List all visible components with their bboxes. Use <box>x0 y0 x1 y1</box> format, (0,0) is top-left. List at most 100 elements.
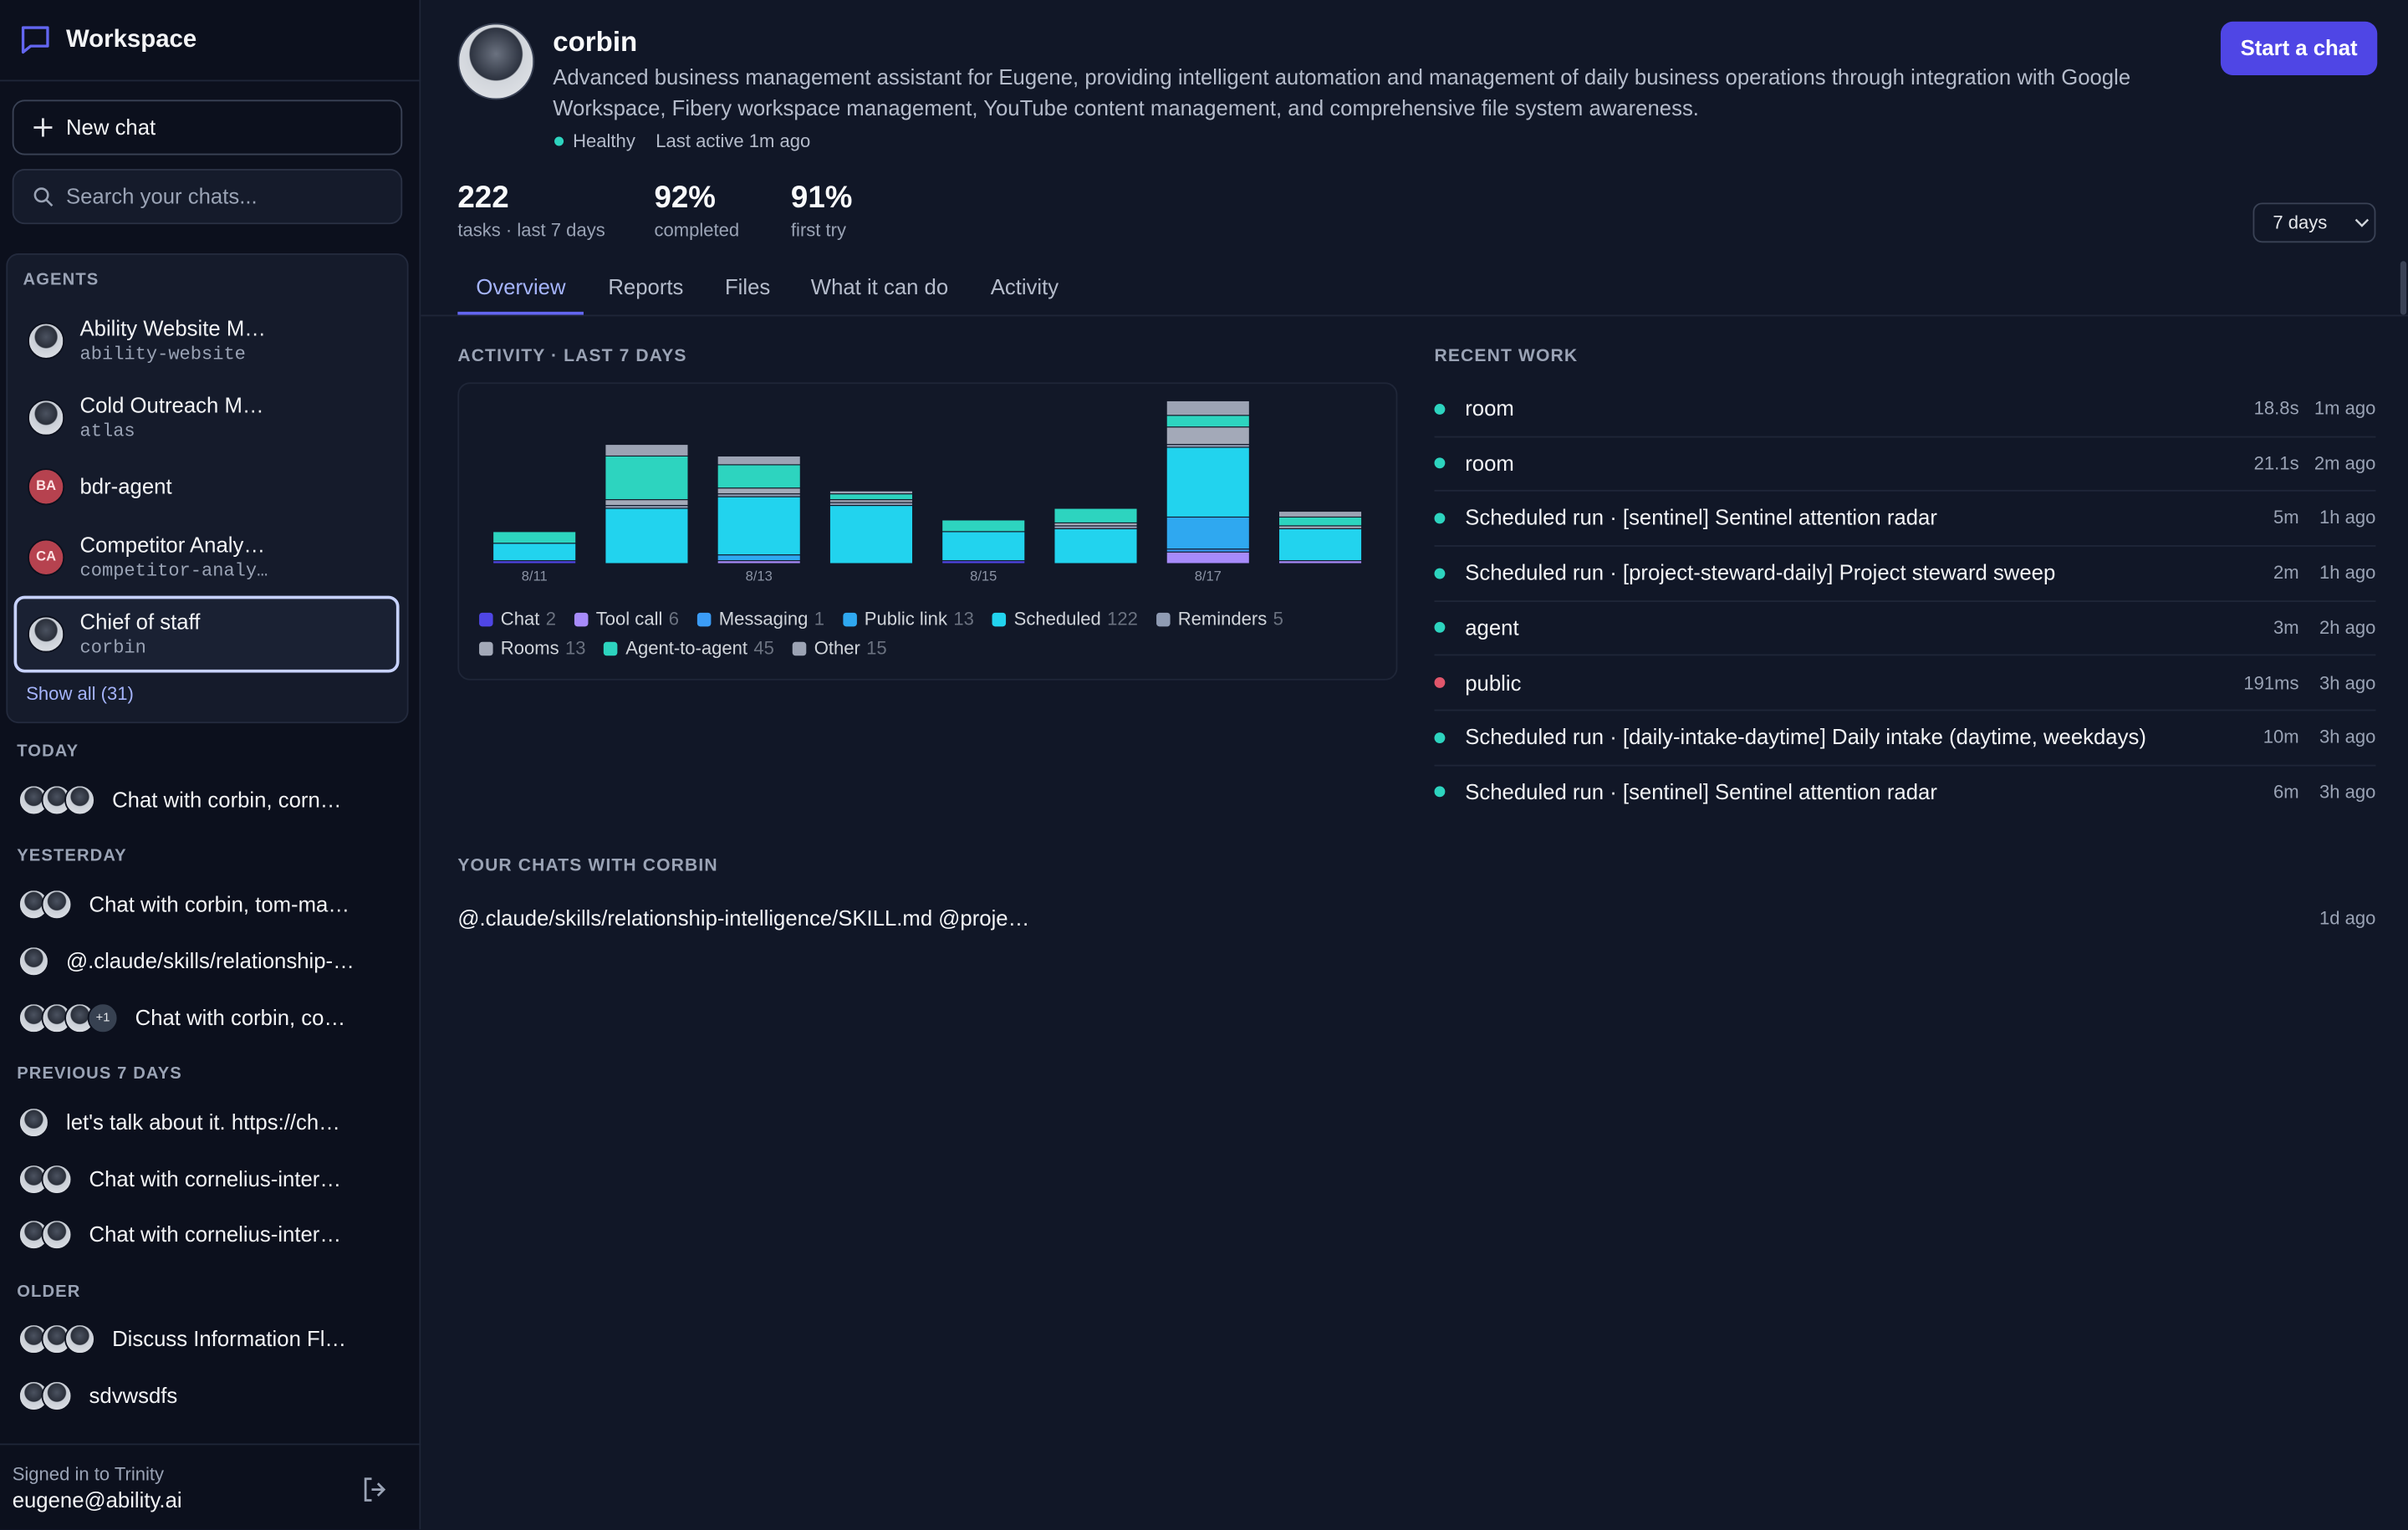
work-title[interactable]: Scheduled run · [sentinel] Sentinel atte… <box>1465 505 1937 530</box>
chat-title[interactable]: Chat with cornelius-inter… <box>89 1221 342 1247</box>
status-dot <box>1434 567 1446 579</box>
work-duration: 2m <box>2273 562 2299 584</box>
work-ago: 1m ago <box>2314 397 2376 420</box>
start-chat-button[interactable] <box>2220 21 2378 75</box>
new-chat-button[interactable] <box>12 99 403 156</box>
range-select-label[interactable]: 7 days <box>2273 212 2328 233</box>
last-active: Last active 1m ago <box>656 130 811 152</box>
legend-item: Scheduled 122 <box>992 608 1138 630</box>
legend-label: Reminders <box>1177 608 1268 630</box>
tab[interactable]: Files <box>724 274 771 299</box>
legend-total: 15 <box>866 637 887 659</box>
legend-item: Public link 13 <box>843 608 974 630</box>
bar-segment <box>941 519 1026 533</box>
status-dot <box>1434 677 1446 688</box>
avatar <box>41 1219 73 1251</box>
chat-title[interactable]: @.claude/skills/relationship-intelligenc… <box>457 905 1030 931</box>
bar-segment <box>492 543 577 562</box>
legend-item: Rooms 13 <box>479 637 585 659</box>
work-duration: 18.8s <box>2253 397 2299 420</box>
logout-icon[interactable] <box>361 1476 389 1503</box>
stat-label: tasks · last 7 days <box>457 219 605 242</box>
legend-item: Reminders 5 <box>1156 608 1283 630</box>
agent-name[interactable]: Chief of staff <box>79 609 201 634</box>
avatar <box>41 889 73 921</box>
stat-label: first try <box>790 219 847 242</box>
bar-segment <box>1166 446 1250 518</box>
bar-segment <box>605 455 689 501</box>
bar-segment <box>829 490 914 495</box>
legend-total: 122 <box>1107 608 1138 630</box>
status-dot <box>1434 622 1446 634</box>
legend-total: 1 <box>814 608 824 630</box>
agent-handle: ability-website <box>79 344 246 365</box>
main-avatar <box>457 23 535 100</box>
tab[interactable]: Reports <box>608 274 684 299</box>
chat-ago: 1d ago <box>2319 907 2376 929</box>
active-tab-underline <box>457 311 584 315</box>
avatar <box>64 784 95 816</box>
tab[interactable]: What it can do <box>810 274 949 299</box>
legend-swatch <box>479 640 493 655</box>
new-chat-label[interactable]: New chat <box>65 115 156 140</box>
legend-label: Tool call <box>595 608 663 630</box>
work-title[interactable]: Scheduled run · [sentinel] Sentinel atte… <box>1465 779 1937 804</box>
chat-title[interactable]: @.claude/skills/relationship-… <box>65 948 355 973</box>
row-divider <box>1434 764 2376 766</box>
work-title[interactable]: room <box>1465 450 1514 476</box>
agent-name[interactable]: bdr-agent <box>79 473 172 499</box>
your-chats-heading: YOUR CHATS WITH CORBIN <box>457 857 718 876</box>
tabs-divider <box>421 314 2408 317</box>
row-divider <box>1434 435 2376 437</box>
legend: Chat 2 Tool call 6 Messaging 1 Public link 13 Sc… <box>479 608 1377 659</box>
work-ago: 2h ago <box>2319 616 2376 639</box>
agent-name[interactable]: Ability Website M… <box>79 315 266 341</box>
legend-swatch <box>1156 611 1171 626</box>
chat-title[interactable]: Chat with corbin, co… <box>135 1005 346 1030</box>
legend-swatch <box>843 611 857 626</box>
show-all-link[interactable]: Show all (31) <box>26 682 134 705</box>
legend-label: Messaging <box>718 608 809 630</box>
chat-title[interactable]: Discuss Information Fl… <box>112 1326 347 1351</box>
work-title[interactable]: room <box>1465 395 1514 421</box>
status-dot <box>1434 457 1446 469</box>
search-icon <box>33 187 54 207</box>
row-divider <box>1434 544 2376 547</box>
range-select[interactable] <box>2252 202 2376 243</box>
legend-swatch <box>792 640 807 655</box>
legend-item: Messaging 1 <box>697 608 824 630</box>
work-duration: 191ms <box>2243 671 2299 693</box>
legend-swatch <box>697 611 712 626</box>
legend-total: 5 <box>1273 608 1283 630</box>
work-title[interactable]: Scheduled run · [daily-intake-daytime] D… <box>1465 724 2146 749</box>
status-dot <box>1434 787 1446 798</box>
row-divider <box>1434 654 2376 656</box>
legend-item: Other 15 <box>792 637 887 659</box>
bar-segment <box>941 531 1026 562</box>
agent-name[interactable]: Cold Outreach M… <box>79 392 264 417</box>
start-chat-label[interactable]: Start a chat <box>2240 35 2358 60</box>
agent-name[interactable]: Competitor Analy… <box>79 532 266 558</box>
avatar <box>41 1380 73 1411</box>
work-title[interactable]: Scheduled run · [project-steward-daily] … <box>1465 559 2056 585</box>
search-box[interactable] <box>12 169 403 225</box>
chat-title[interactable]: let's talk about it. https://ch… <box>65 1109 340 1135</box>
bar-segment <box>1278 516 1363 527</box>
agent-handle: corbin <box>79 636 146 659</box>
x-tick-label: 8/17 <box>1195 568 1222 584</box>
search-placeholder[interactable]: Search your chats... <box>65 183 258 209</box>
avatar: +1 <box>87 1002 119 1034</box>
chat-title[interactable]: Chat with corbin, corn… <box>112 787 342 812</box>
x-tick-label: 8/11 <box>522 568 548 584</box>
bar-segment <box>717 464 801 489</box>
tab[interactable]: Overview <box>476 274 566 299</box>
chat-title[interactable]: sdvwsdfs <box>89 1383 178 1408</box>
chat-title[interactable]: Chat with corbin, tom-ma… <box>89 891 350 916</box>
chat-title[interactable]: Chat with cornelius-inter… <box>89 1166 342 1191</box>
work-title[interactable]: public <box>1465 670 1522 695</box>
work-title[interactable]: agent <box>1465 615 1519 640</box>
tab[interactable]: Activity <box>990 274 1059 299</box>
selected-agent-outline <box>13 595 400 673</box>
